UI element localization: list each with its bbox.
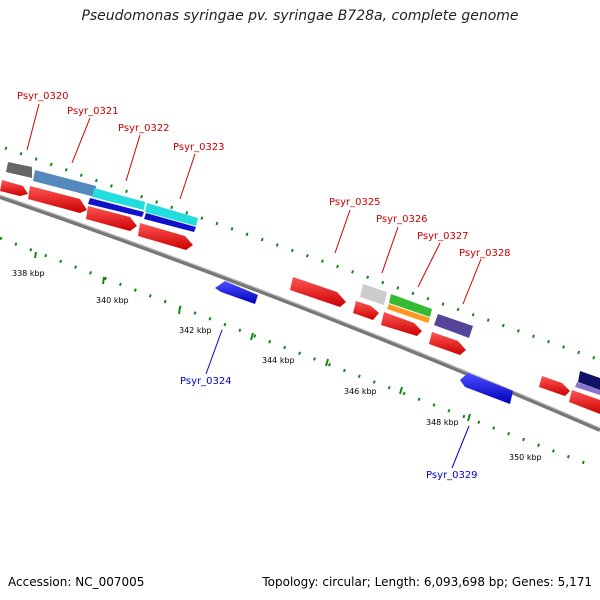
gene-psyr-0323-c [138,223,193,250]
forward-gene-labels: Psyr_0320 Psyr_0321 Psyr_0322 Psyr_0323 … [17,91,511,259]
label-psyr-0320: Psyr_0320 [17,91,69,102]
gene-psyr-0322-b [88,198,144,217]
gene-psyr-0327-b [387,304,430,323]
label-psyr-0324: Psyr_0324 [180,376,232,387]
tick-label-338: 338 kbp [12,269,45,278]
label-psyr-0326: Psyr_0326 [376,214,428,225]
gene-edge-b [578,371,600,390]
gene-edge-a [539,376,570,396]
accession-text: Accession: NC_007005 [8,575,145,589]
gene-psyr-0321-b [28,186,87,213]
genome-backbone [0,195,600,432]
tick-label-342: 342 kbp [179,326,212,335]
gene-psyr-0320-b [6,162,32,178]
forward-label-lines [26,103,482,305]
reverse-label-lines [205,329,470,469]
gene-edge-d [569,390,600,414]
label-psyr-0328: Psyr_0328 [459,248,511,259]
gene-psyr-0328-b [429,332,466,355]
label-psyr-0325: Psyr_0325 [329,197,381,208]
gene-psyr-0325 [290,277,346,307]
gene-psyr-0328-a [434,314,473,338]
gene-psyr-0324 [215,281,258,304]
gene-edge-c [575,382,600,395]
gene-psyr-0326-a [360,284,387,305]
tick-labels: 338 kbp 340 kbp 342 kbp 344 kbp 346 kbp … [12,269,542,462]
tick-label-344: 344 kbp [262,356,295,365]
label-psyr-0322: Psyr_0322 [118,123,170,134]
gene-psyr-0322-c [86,206,137,231]
reverse-genes [215,281,513,404]
gene-psyr-0321-a [33,170,96,197]
inner-tick-ring [0,236,591,467]
gene-psyr-0329 [460,373,513,404]
tick-label-340: 340 kbp [96,296,129,305]
gene-psyr-0322-a [92,188,145,210]
tick-label-350: 350 kbp [509,453,542,462]
genome-summary-text: Topology: circular; Length: 6,093,698 bp… [262,575,592,589]
label-psyr-0329: Psyr_0329 [426,470,478,481]
tick-label-348: 348 kbp [426,418,459,427]
tick-label-346: 346 kbp [344,387,377,396]
map-title: Pseudomonas syringae pv. syringae B728a,… [81,8,519,24]
label-psyr-0321: Psyr_0321 [67,106,119,117]
label-psyr-0323: Psyr_0323 [173,142,225,153]
major-ticks [34,251,471,422]
gene-psyr-0327-c [381,312,422,336]
reverse-gene-labels: Psyr_0324 Psyr_0329 [180,376,478,481]
gene-psyr-0326-b [353,301,379,320]
gene-psyr-0320-a [0,180,28,196]
outer-tick-ring [4,146,600,362]
gene-psyr-0323-b [144,213,196,232]
forward-genes [0,162,600,414]
label-psyr-0327: Psyr_0327 [417,231,469,242]
gene-psyr-0327-a [389,294,432,317]
gene-psyr-0323-a [145,203,198,226]
